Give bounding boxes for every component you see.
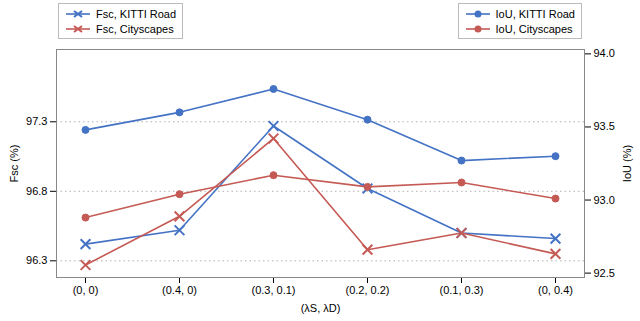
svg-text:(0, 0.4): (0, 0.4) bbox=[538, 284, 573, 296]
svg-text:96.3: 96.3 bbox=[26, 254, 47, 266]
html-text:Fsc, KITTI Road: Fsc, KITTI Road bbox=[96, 7, 177, 20]
svg-text:IoU (%): IoU (%) bbox=[621, 145, 633, 182]
html-text:IoU, Cityscapes: IoU, Cityscapes bbox=[495, 22, 573, 35]
svg-text:93.0: 93.0 bbox=[594, 194, 615, 206]
svg-text:94.0: 94.0 bbox=[594, 47, 615, 59]
svg-text:97.3: 97.3 bbox=[26, 115, 47, 127]
svg-text:96.8: 96.8 bbox=[26, 185, 47, 197]
svg-text:92.5: 92.5 bbox=[594, 267, 615, 279]
svg-text:(0.1, 0.3): (0.1, 0.3) bbox=[439, 284, 483, 296]
svg-text:Fsc (%): Fsc (%) bbox=[8, 145, 20, 183]
svg-text:(λS, λD): (λS, λD) bbox=[301, 302, 341, 314]
svg-text:(0.2, 0.2): (0.2, 0.2) bbox=[345, 284, 389, 296]
html-text:IoU, KITTI Road: IoU, KITTI Road bbox=[495, 7, 575, 20]
svg-text:(0.3, 0.1): (0.3, 0.1) bbox=[251, 284, 295, 296]
svg-text:(0.4, 0): (0.4, 0) bbox=[162, 284, 197, 296]
svg-text:(0, 0): (0, 0) bbox=[73, 284, 99, 296]
html-text:Fsc, Cityscapes: Fsc, Cityscapes bbox=[96, 22, 174, 35]
svg-text:93.5: 93.5 bbox=[594, 120, 615, 132]
